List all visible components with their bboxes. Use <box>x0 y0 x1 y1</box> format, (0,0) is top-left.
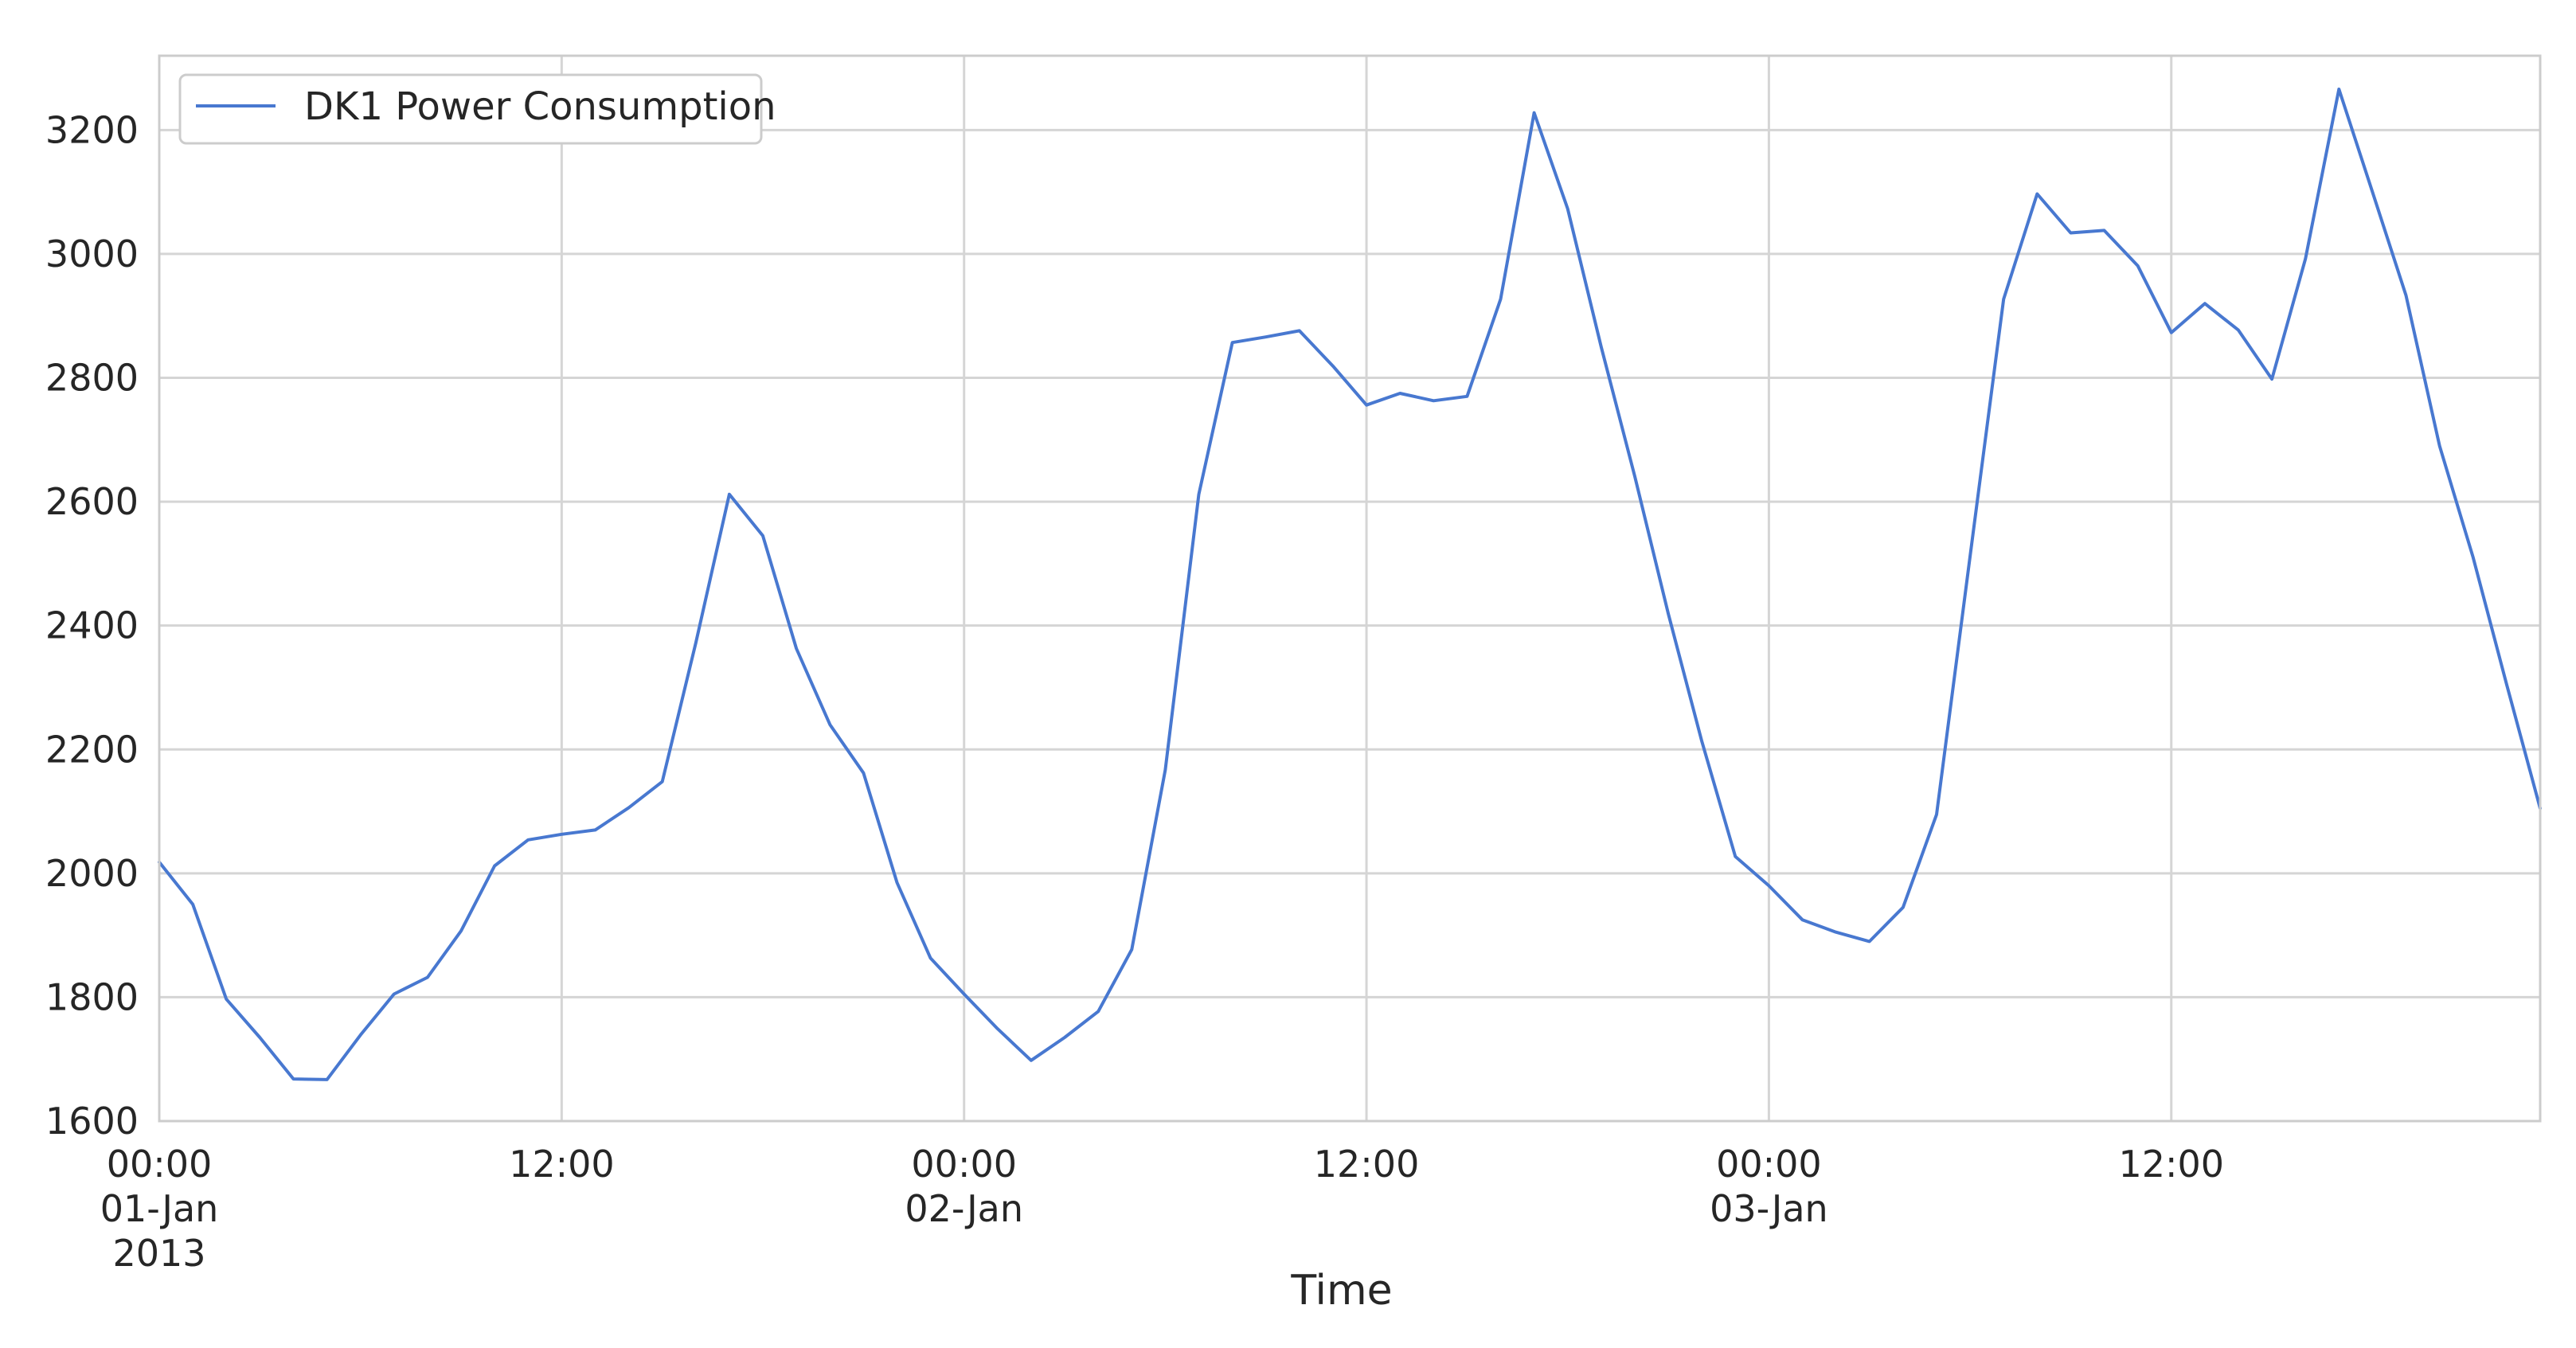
x-axis-label: Time <box>1290 1267 1392 1315</box>
x-tick-label-line: 12:00 <box>509 1143 615 1186</box>
y-tick-label: 3200 <box>45 108 139 151</box>
y-axis-ticks: 1600 1800 2000 2200 2400 2600 2800 3000 3200 <box>45 108 139 1143</box>
series-layer <box>158 88 2542 1081</box>
x-tick-label-line: 2013 <box>112 1232 205 1275</box>
y-tick-label: 2600 <box>45 480 139 523</box>
y-tick-label: 2200 <box>45 728 139 771</box>
x-tick-label-line: 00:00 <box>107 1143 213 1186</box>
x-tick-label: 12:00 <box>1314 1143 1420 1186</box>
x-tick-label-line: 12:00 <box>1314 1143 1420 1186</box>
x-tick-label: 00:00 03-Jan <box>1710 1143 1828 1230</box>
y-tick-label: 1800 <box>45 975 139 1018</box>
x-tick-label: 00:00 02-Jan <box>905 1143 1023 1230</box>
x-tick-label: 12:00 <box>2118 1143 2224 1186</box>
series-line <box>158 88 2542 1081</box>
y-tick-label: 2000 <box>45 852 139 895</box>
y-tick-label: 2400 <box>45 604 139 647</box>
y-tick-label: 2800 <box>45 357 139 400</box>
legend: DK1 Power Consumption <box>178 73 776 145</box>
x-tick-label-line: 12:00 <box>2118 1143 2224 1186</box>
x-tick-label-line: 01-Jan <box>100 1187 219 1230</box>
x-tick-label-line: 03-Jan <box>1710 1187 1828 1230</box>
y-tick-label: 3000 <box>45 232 139 275</box>
legend-box <box>178 73 763 145</box>
plot-frame <box>158 54 2542 1123</box>
y-tick-label: 1600 <box>45 1100 139 1143</box>
x-tick-label: 12:00 <box>509 1143 615 1186</box>
x-tick-label: 00:00 01-Jan 2013 <box>100 1143 219 1275</box>
x-tick-label-line: 00:00 <box>1716 1143 1822 1186</box>
x-tick-label-line: 00:00 <box>911 1143 1017 1186</box>
legend-label: DK1 Power Consumption <box>304 84 776 129</box>
x-tick-label-line: 02-Jan <box>905 1187 1023 1230</box>
